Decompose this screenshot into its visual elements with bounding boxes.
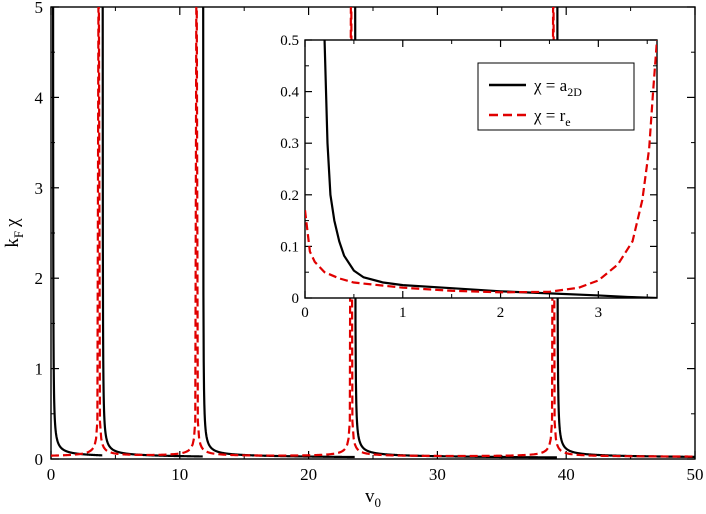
legend-entry-a2d-subscript: 2D <box>567 85 582 99</box>
inset-y-tick-label: 0 <box>292 291 300 307</box>
y-axis-label: kFχ <box>2 218 26 248</box>
inset-y-tick-label: 0.4 <box>280 85 299 101</box>
y-tick-label: 1 <box>35 360 44 379</box>
x-tick-label: 0 <box>47 465 56 484</box>
y-axis-label-subscript: F <box>11 231 26 238</box>
x-tick-label: 30 <box>429 465 446 484</box>
legend-box <box>477 62 635 131</box>
x-tick-label: 20 <box>300 465 317 484</box>
x-axis-label: v0 <box>365 486 381 509</box>
inset-y-tick-label: 0.3 <box>280 136 299 152</box>
inset-y-tick-label: 0.1 <box>280 239 299 255</box>
legend-entry-re: χ = re <box>533 106 571 129</box>
inset-y-tick-label: 0.5 <box>280 33 299 49</box>
inset-x-tick-label: 2 <box>497 305 505 321</box>
inset-x-tick-label: 0 <box>301 305 309 321</box>
y-tick-label: 5 <box>35 0 44 17</box>
x-axis-label-subscript: 0 <box>375 495 382 509</box>
x-tick-label: 50 <box>687 465 704 484</box>
inset-series-a2d-line <box>323 40 657 298</box>
y-tick-label: 0 <box>35 450 44 469</box>
inset-x-tick-label: 1 <box>399 305 407 321</box>
inset-y-tick-label: 0.2 <box>280 188 299 204</box>
inset-x-tick-label: 3 <box>595 305 603 321</box>
x-tick-label: 40 <box>558 465 575 484</box>
inset-legend: χ = a2D χ = re <box>477 62 635 131</box>
y-tick-label: 4 <box>35 88 44 107</box>
inset-series-re-line <box>305 40 657 294</box>
legend-entry-a2d: χ = a2D <box>533 76 582 99</box>
y-axis-label-chi: χ <box>2 218 23 228</box>
x-tick-label: 10 <box>171 465 188 484</box>
y-tick-label: 3 <box>35 179 44 198</box>
legend-entry-re-subscript: e <box>565 115 570 129</box>
y-tick-label: 2 <box>35 269 44 288</box>
